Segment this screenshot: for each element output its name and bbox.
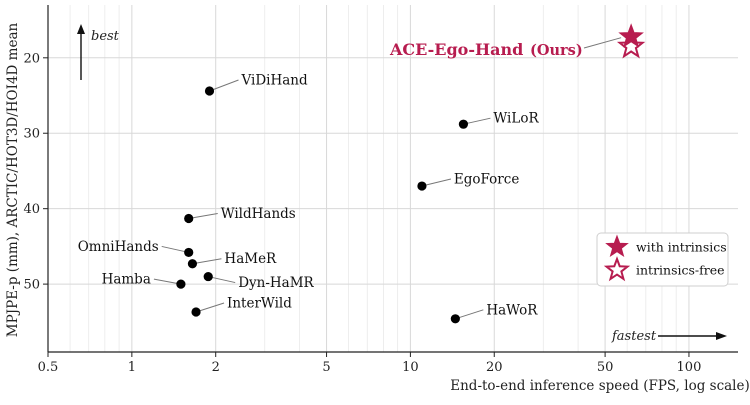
data-point	[187, 259, 198, 269]
y-tick-label: 20	[23, 51, 40, 66]
point-label: Dyn-HaMR	[238, 275, 314, 291]
point-label: OmniHands	[78, 239, 159, 255]
x-axis: 0.5 1 2 5 10 20 50 100	[38, 352, 702, 375]
legend-filled-star-icon	[605, 234, 629, 258]
legend-hollow-star-icon	[603, 256, 631, 282]
x-tick-label: 50	[597, 360, 614, 375]
leader-lines	[153, 79, 491, 320]
fastest-label: fastest	[611, 329, 657, 344]
point-label: InterWild	[227, 296, 292, 312]
leader-line	[421, 178, 452, 187]
fastest-annotation: fastest	[611, 329, 727, 344]
x-tick-label: 5	[322, 360, 330, 375]
leader-line	[208, 276, 236, 284]
data-point	[191, 307, 201, 317]
y-tick-label: 40	[23, 202, 40, 217]
data-point	[458, 119, 469, 129]
grid	[47, 5, 738, 352]
leader-line	[195, 302, 225, 313]
ours-star-intrinsics-free	[616, 31, 646, 59]
ours-star-with-intrinsics	[618, 23, 644, 48]
y-axis: 20 30 40 50	[23, 51, 48, 293]
point-label: HaWoR	[486, 302, 538, 318]
legend: with intrinsics intrinsics-free	[596, 232, 729, 287]
leader-line	[209, 79, 239, 92]
ours-label: ACE-Ego-Hand	[389, 40, 523, 59]
fastest-arrow-head	[716, 332, 727, 340]
ours-group: ACE-Ego-Hand (Ours)	[389, 23, 646, 59]
best-annotation: best	[77, 24, 120, 80]
x-tick-label: 100	[677, 360, 702, 375]
leader-line	[161, 245, 189, 253]
x-tick-label: 1	[128, 360, 136, 375]
x-tick-label: 10	[402, 360, 419, 375]
best-arrow-head	[77, 24, 85, 34]
point-label: WiLoR	[493, 111, 539, 127]
leader-line	[188, 212, 218, 219]
ours-leader-line	[583, 37, 622, 49]
y-tick-label: 30	[23, 127, 40, 142]
plot-frame	[47, 5, 738, 353]
leader-line	[455, 309, 484, 320]
data-point	[450, 314, 460, 324]
x-axis-title: End-to-end inference speed (FPS, log sca…	[450, 378, 750, 394]
y-tick-label: 50	[23, 278, 40, 293]
leader-line	[463, 117, 491, 125]
data-point	[176, 279, 186, 289]
legend-entry-label: with intrinsics	[636, 240, 727, 255]
data-point	[203, 271, 213, 282]
legend-entry-label: intrinsics-free	[636, 263, 725, 278]
point-labels: ViDiHand WiLoR EgoForce WildHands OmniHands H…	[78, 72, 540, 318]
legend-box	[596, 232, 729, 287]
data-point	[184, 213, 194, 224]
point-label: WildHands	[221, 206, 296, 222]
point-label: ViDiHand	[240, 72, 307, 88]
leader-line	[192, 258, 222, 265]
data-point	[184, 247, 194, 258]
point-label: HaMeR	[224, 251, 277, 267]
x-tick-label: 0.5	[38, 360, 59, 375]
best-label: best	[91, 29, 120, 44]
y-axis-title: MPJPE-p (mm), ARCTIC/HOT3D/HOI4D mean	[5, 23, 21, 338]
x-tick-label: 20	[486, 360, 503, 375]
point-label: Hamba	[102, 272, 151, 288]
point-label: EgoForce	[454, 172, 519, 188]
data-points	[176, 86, 469, 324]
data-point	[204, 86, 215, 96]
data-point	[417, 181, 427, 191]
x-tick-label: 2	[212, 360, 220, 375]
ours-suffix-label: (Ours)	[530, 42, 583, 59]
